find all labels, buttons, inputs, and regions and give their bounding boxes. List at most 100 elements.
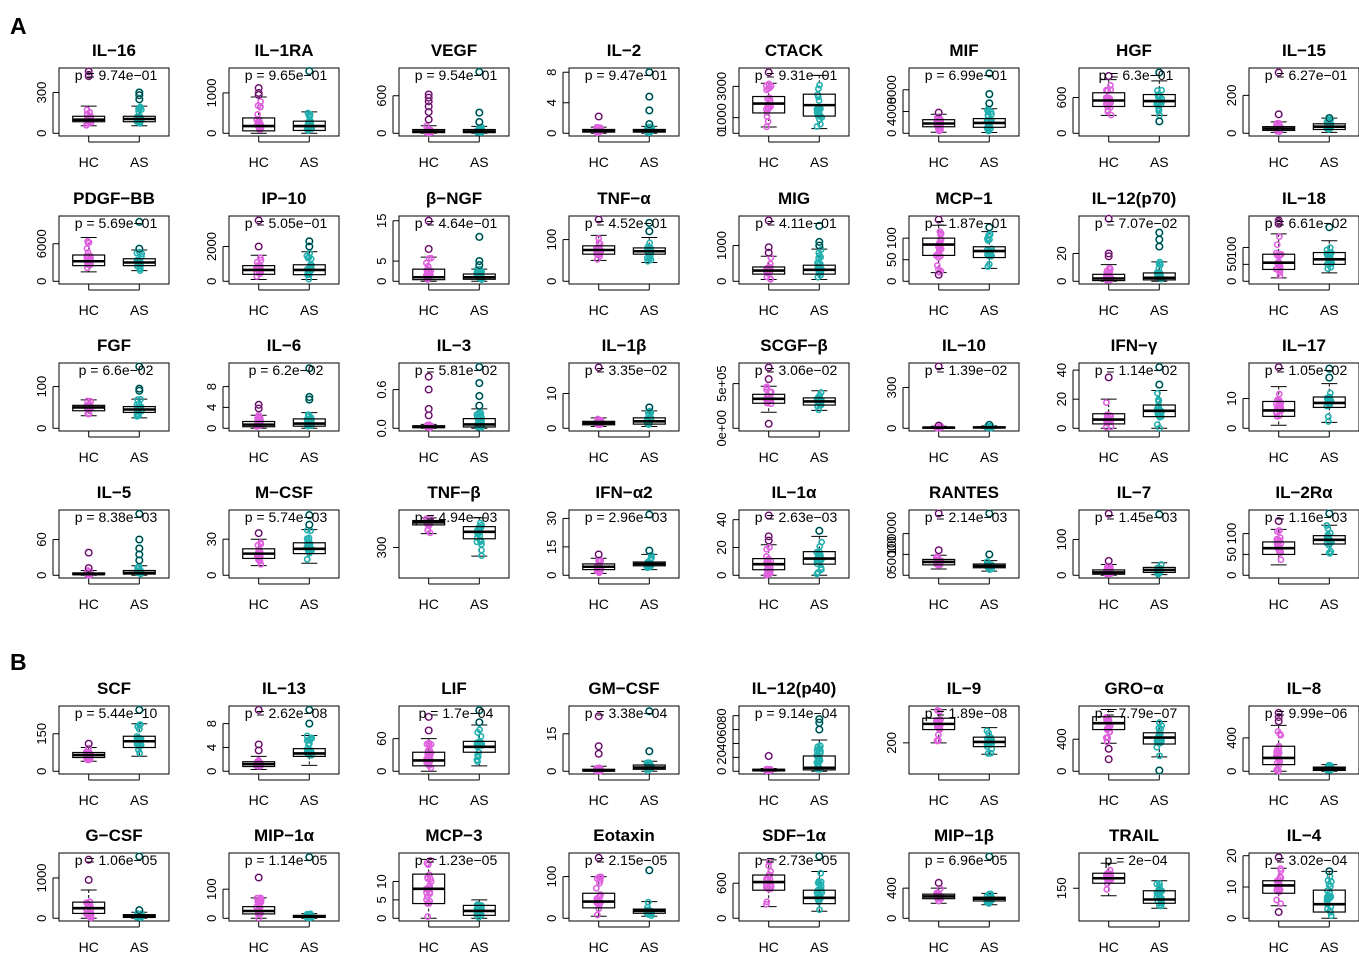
y-tick-label: 0 <box>1224 278 1239 285</box>
outlier-ring <box>645 219 653 227</box>
plot-title: FGF <box>97 336 131 355</box>
data-point-hc <box>1277 549 1284 557</box>
outlier-ring <box>935 271 943 279</box>
outlier-ring <box>645 93 653 101</box>
outlier-ring <box>135 556 143 565</box>
data-point-hc <box>592 884 600 892</box>
data-point-as <box>1323 894 1331 901</box>
data-point-as <box>1154 389 1161 397</box>
y-tick-label: 0 <box>544 768 559 775</box>
data-point-as <box>1153 880 1161 888</box>
x-tick-label-hc: HC <box>419 302 439 318</box>
data-point-hc <box>1102 734 1110 742</box>
plot-title: IP−10 <box>262 189 307 208</box>
x-tick-label-hc: HC <box>1269 596 1289 612</box>
data-point-hc <box>1276 534 1284 542</box>
data-point-hc <box>763 123 770 131</box>
data-point-hc <box>765 862 773 870</box>
outlier-ring <box>425 411 433 420</box>
data-point-as <box>984 111 992 119</box>
outlier-ring <box>1105 510 1113 518</box>
plot-title: IL−9 <box>947 679 982 698</box>
plot-title: TNF−β <box>427 483 480 502</box>
data-point-as <box>816 543 824 550</box>
outlier-ring <box>475 257 483 265</box>
boxplot-panel: IL−15 0 200 HC AS p = 6.27e−01 <box>1224 41 1359 170</box>
outlier-ring <box>1275 68 1283 77</box>
plot-frame <box>1248 509 1359 579</box>
plot-title: IL−2 <box>607 41 642 60</box>
outlier-ring <box>305 706 313 714</box>
data-point-as <box>817 869 825 877</box>
x-tick-label-hc: HC <box>419 154 439 170</box>
y-tick-label: 3000 <box>714 72 729 101</box>
y-tick-label: 15 <box>374 214 389 228</box>
x-tick-label-as: AS <box>1150 302 1169 318</box>
x-tick-label-hc: HC <box>929 939 949 955</box>
y-tick-label: 50 <box>1224 257 1239 271</box>
plot-title: SDF−1α <box>762 826 826 845</box>
outlier-ring <box>1325 114 1333 122</box>
data-point-as <box>816 116 823 123</box>
panel-label-B: B <box>10 649 27 675</box>
y-tick-label: 0 <box>714 130 729 137</box>
x-tick-label-as: AS <box>300 939 319 955</box>
outlier-ring <box>645 866 653 874</box>
outlier-ring <box>935 108 943 117</box>
p-value-label: p = 6.61e−02 <box>1265 215 1348 231</box>
data-point-as <box>136 103 144 111</box>
boxplot-panel: GM−CSF 0 15 HC AS p = 3.38e−04 <box>544 679 680 808</box>
y-tick-label: 0 <box>34 572 49 579</box>
boxplot-panel: LIF 0 60 HC AS p = 1.7e−04 <box>374 679 510 808</box>
plot-title: β−NGF <box>426 189 482 208</box>
p-value-label: p = 2.62e−08 <box>245 705 328 721</box>
p-value-label: p = 9.65e−01 <box>245 67 328 83</box>
p-value-label: p = 3.02e−04 <box>1265 852 1348 868</box>
data-point-as <box>1155 396 1162 404</box>
outlier-ring <box>1325 509 1333 518</box>
outlier-ring <box>85 72 93 80</box>
data-point-as <box>646 239 654 247</box>
y-tick-label: 0 <box>1224 915 1239 922</box>
data-point-as <box>303 555 311 563</box>
p-value-label: p = 8.38e−03 <box>75 509 158 525</box>
plot-title: SCF <box>97 679 131 698</box>
x-tick-label-as: AS <box>980 792 999 808</box>
data-point-as <box>1155 402 1162 410</box>
data-point-as <box>473 411 481 418</box>
plot-title: IL−1α <box>772 483 817 502</box>
outlier-ring <box>1325 365 1333 373</box>
outlier-ring <box>1105 215 1113 223</box>
plot-title: TNF−α <box>597 189 651 208</box>
outlier-ring <box>595 112 603 121</box>
plot-title: MCP−3 <box>425 826 482 845</box>
boxplot-panel: IL−16 0 300 HC AS p = 9.74e−01 <box>34 41 170 170</box>
p-value-label: p = 1.16e−03 <box>1265 509 1348 525</box>
data-point-hc <box>427 254 435 262</box>
outlier-ring <box>305 511 313 519</box>
plot-frame <box>1078 509 1190 579</box>
data-point-as <box>476 536 484 544</box>
p-value-label: p = 1.87e−01 <box>925 215 1008 231</box>
plot-frame <box>398 67 510 137</box>
data-point-hc <box>1103 738 1111 746</box>
plot-frame <box>228 509 340 579</box>
data-point-hc <box>423 740 431 748</box>
plot-frame <box>58 215 170 285</box>
outlier-ring <box>135 535 143 544</box>
x-tick-label-as: AS <box>640 449 659 465</box>
plot-title: CTACK <box>765 41 824 60</box>
x-tick-label-hc: HC <box>79 596 99 612</box>
plot-frame <box>568 852 680 922</box>
data-point-as <box>136 264 144 271</box>
x-tick-label-hc: HC <box>1269 302 1289 318</box>
y-tick-label: 100 <box>544 229 559 251</box>
y-tick-label: 50 <box>1224 547 1239 561</box>
outlier-ring <box>765 752 773 760</box>
outlier-ring <box>1155 510 1163 519</box>
p-value-label: p = 9.54e−01 <box>415 67 498 83</box>
data-point-hc <box>257 540 265 548</box>
data-point-as <box>816 252 823 259</box>
plot-frame <box>58 362 170 432</box>
